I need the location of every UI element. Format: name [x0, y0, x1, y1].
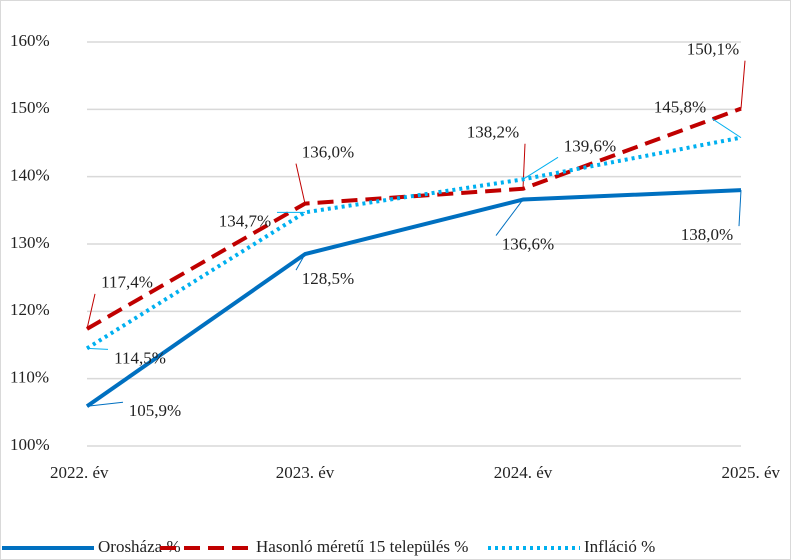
x-tick-label: 2024. év	[494, 463, 553, 482]
data-label: 138,0%	[681, 225, 733, 244]
data-label: 139,6%	[564, 136, 616, 155]
y-tick-label: 110%	[10, 368, 49, 387]
data-label: 145,8%	[654, 98, 706, 117]
x-tick-label: 2022. év	[50, 463, 109, 482]
data-label: 114,5%	[114, 348, 166, 367]
leader-line	[295, 163, 306, 204]
leader-line	[86, 401, 124, 407]
series-line	[85, 188, 742, 408]
leader-line	[711, 118, 742, 139]
leader-line	[522, 143, 526, 189]
data-label: 136,0%	[302, 143, 354, 162]
x-tick-label: 2025. év	[721, 463, 780, 482]
y-tick-label: 150%	[10, 98, 50, 117]
y-tick-label: 160%	[10, 31, 50, 50]
data-label: 150,1%	[687, 40, 739, 59]
y-tick-label: 130%	[10, 233, 50, 252]
data-label: 105,9%	[129, 401, 181, 420]
series-line	[86, 106, 742, 331]
x-tick-label: 2023. év	[276, 463, 335, 482]
legend-label: Orosháza %	[98, 537, 181, 556]
data-label: 134,7%	[219, 211, 271, 230]
leader-line	[86, 293, 96, 329]
leader-line	[738, 190, 742, 227]
y-tick-label: 140%	[10, 166, 50, 185]
data-label: 138,2%	[467, 123, 519, 142]
y-tick-label: 100%	[10, 435, 50, 454]
leader-line	[86, 347, 109, 350]
data-label: 136,6%	[502, 234, 554, 253]
y-tick-label: 120%	[10, 300, 50, 319]
series-line	[85, 135, 742, 351]
legend-label: Hasonló méretű 15 település %	[256, 537, 468, 556]
legend-label: Infláció %	[584, 537, 655, 556]
leader-line	[522, 156, 559, 180]
data-label: 128,5%	[302, 269, 354, 288]
data-label: 117,4%	[101, 273, 153, 292]
leader-line	[740, 60, 746, 109]
leader-line	[295, 253, 306, 271]
leader-line	[495, 199, 524, 236]
